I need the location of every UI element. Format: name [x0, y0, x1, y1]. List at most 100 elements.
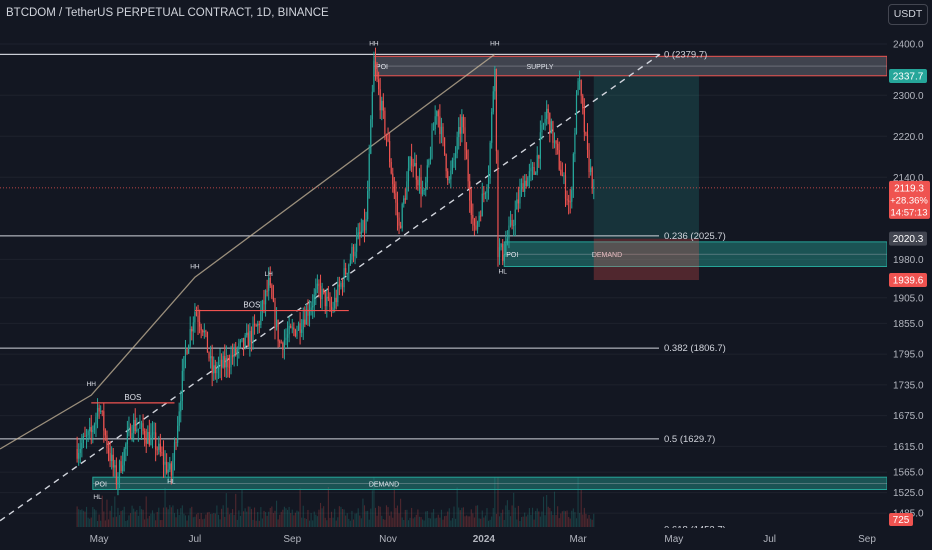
volume-bar — [536, 508, 538, 527]
candle-body — [199, 321, 201, 327]
candle-body — [279, 341, 281, 343]
candle-body — [126, 432, 128, 445]
volume-bar — [224, 516, 226, 527]
candle-body — [478, 215, 480, 222]
volume-bar — [216, 505, 218, 527]
candle-body — [346, 273, 348, 275]
candle-body — [582, 95, 584, 109]
candle-body — [277, 319, 279, 342]
volume-bar — [491, 516, 493, 527]
candle-body — [580, 80, 582, 96]
candle-body — [550, 121, 552, 134]
volume-bar — [82, 510, 84, 527]
volume-bar — [265, 512, 267, 527]
volume-bar — [389, 515, 391, 527]
price-axis[interactable]: 2400.0 2300.0 2220.0 2140.0 1980.0 1905.0 1855… — [887, 0, 932, 550]
candle-body — [492, 91, 494, 112]
volume-bar — [304, 518, 306, 527]
volume-bar — [194, 516, 196, 527]
candle-body — [539, 132, 541, 159]
candle-body — [326, 296, 328, 307]
candle-body — [274, 301, 276, 327]
candle-body — [166, 461, 168, 473]
candle-body — [571, 190, 573, 202]
candle-body — [257, 323, 259, 327]
volume-bar — [180, 508, 182, 527]
volume-bar — [228, 514, 230, 527]
volume-bar — [249, 506, 251, 527]
time-axis[interactable]: May Jul Sep Nov 2024 Mar May Jul Sep — [0, 528, 887, 550]
candle-body — [244, 335, 246, 347]
volume-bar — [103, 511, 105, 527]
volume-bar — [266, 515, 268, 527]
bar-countdown: 14:57:13 — [891, 207, 928, 218]
volume-bar — [396, 505, 399, 527]
candle-body — [109, 453, 111, 462]
candle-body — [588, 149, 590, 173]
volume-bar — [561, 511, 563, 527]
candle-body — [92, 429, 94, 433]
volume-bar — [236, 519, 238, 527]
volume-bar — [462, 507, 464, 527]
volume-bar — [232, 509, 234, 527]
volume-bar — [158, 507, 160, 527]
zones: POI SUPPLY POI DEMAND POI DEMAND — [92, 55, 888, 490]
volume-bar — [450, 520, 452, 527]
volume-tag — [889, 513, 913, 526]
volume-bar — [473, 517, 475, 527]
candle-body — [593, 187, 595, 189]
candle-body — [352, 246, 355, 257]
candle-body — [258, 323, 260, 325]
volume-bar — [139, 505, 141, 527]
candle-body — [371, 91, 373, 120]
candle-body — [82, 435, 85, 444]
candle-body — [462, 116, 465, 128]
candle-body — [508, 225, 510, 239]
volume-bar — [370, 508, 372, 527]
candle-body — [392, 173, 394, 185]
volume-bar — [211, 513, 213, 527]
candle-body — [533, 167, 535, 175]
candle-body — [480, 215, 482, 217]
volume-bar — [436, 517, 438, 527]
fib-level-label: 0.382 (1806.7) — [664, 343, 726, 354]
volume-bar — [122, 510, 124, 527]
candle-body — [467, 159, 469, 182]
volume-bar — [461, 507, 463, 527]
volume-bar — [89, 518, 91, 527]
candle-body — [476, 221, 479, 230]
candle-body — [318, 283, 320, 286]
candle-body — [557, 143, 559, 151]
price-tag-label: 2020.3 — [893, 234, 924, 245]
candle-body — [343, 268, 345, 288]
volume-bar — [274, 510, 276, 527]
volume-bar — [93, 509, 95, 527]
volume-bar — [392, 517, 394, 527]
candle-body — [222, 356, 224, 368]
volume-bar — [379, 506, 381, 527]
price-tick-label: 1905.0 — [893, 293, 924, 304]
volume-bar — [478, 518, 480, 527]
volume-bar — [323, 506, 325, 527]
volume-bar — [301, 517, 303, 527]
currency-button[interactable]: USDT — [888, 4, 928, 25]
candle-body — [359, 232, 361, 234]
candle-body — [425, 182, 427, 191]
candle-body — [404, 198, 406, 200]
price-tick-label: 1735.0 — [893, 380, 924, 391]
candle-body — [87, 431, 89, 436]
candle-body — [527, 177, 529, 187]
candle-body — [128, 426, 130, 433]
candle-body — [96, 407, 99, 417]
candle-body — [272, 297, 275, 302]
candle-body — [181, 370, 183, 401]
volume-bar — [352, 519, 355, 527]
volume-bar — [330, 511, 333, 527]
volume-bar — [221, 508, 223, 527]
candle-body — [280, 342, 282, 344]
volume-bar — [431, 512, 433, 527]
candle-body — [530, 168, 532, 172]
candle-body — [572, 153, 574, 191]
volume-bar — [458, 507, 460, 527]
